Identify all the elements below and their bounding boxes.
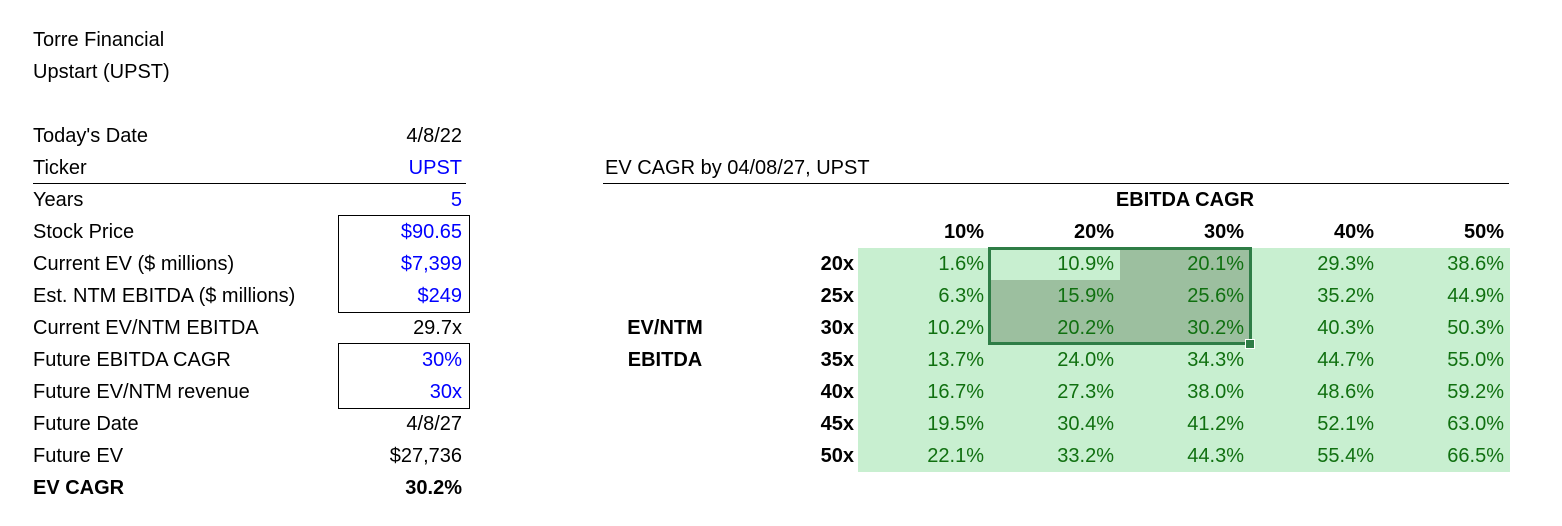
input-label: Stock Price — [33, 221, 135, 243]
input-label: Ticker — [33, 157, 87, 179]
table-cell[interactable]: 15.9% — [990, 280, 1120, 312]
stock-name: Upstart (UPST) — [33, 61, 170, 83]
selection-fill-handle[interactable] — [1245, 339, 1255, 349]
input-value: $27,736 — [389, 445, 462, 467]
row-label: 40x — [820, 381, 854, 403]
column-header: 30% — [1203, 221, 1244, 243]
table-cell[interactable]: 13.7% — [927, 349, 984, 371]
input-value[interactable]: 30% — [421, 349, 462, 371]
table-cell[interactable]: 52.1% — [1317, 413, 1374, 435]
table-title-underline — [603, 183, 1509, 184]
table-cell[interactable]: 48.6% — [1317, 381, 1374, 403]
table-cell[interactable]: 6.3% — [938, 285, 984, 307]
table-cell[interactable]: 66.5% — [1447, 445, 1504, 467]
table-cell[interactable]: 33.2% — [1057, 445, 1114, 467]
table-cell[interactable]: 63.0% — [1447, 413, 1504, 435]
table-title: EV CAGR by 04/08/27, UPST — [605, 157, 870, 179]
column-header: 10% — [943, 221, 984, 243]
row-header-line2: EBITDA — [627, 349, 703, 371]
table-cell[interactable]: 50.3% — [1447, 317, 1504, 339]
row-label: 30x — [820, 317, 854, 339]
column-header: 40% — [1333, 221, 1374, 243]
table-cell[interactable]: 40.3% — [1317, 317, 1374, 339]
table-cell[interactable]: 22.1% — [927, 445, 984, 467]
table-cell[interactable]: 34.3% — [1187, 349, 1244, 371]
row-label: 35x — [820, 349, 854, 371]
input-label: Est. NTM EBITDA ($ millions) — [33, 285, 296, 307]
row-label: 20x — [820, 253, 854, 275]
ticker-underline — [33, 183, 466, 184]
input-row: Future EV $27,736 — [33, 440, 466, 472]
input-label: Future EV — [33, 445, 124, 467]
input-label: Future EV/NTM revenue — [33, 381, 250, 403]
input-row: Ticker UPST — [33, 152, 466, 184]
input-value[interactable]: 30x — [429, 381, 462, 403]
table-cell[interactable]: 44.9% — [1447, 285, 1504, 307]
input-row: Est. NTM EBITDA ($ millions) $249 — [33, 280, 466, 312]
input-row: Today's Date 4/8/22 — [33, 120, 466, 152]
row-header-line1: EV/NTM — [627, 317, 703, 339]
input-label: Today's Date — [33, 125, 148, 147]
table-cell[interactable]: 20.1% — [1120, 248, 1250, 280]
input-value[interactable]: $249 — [417, 285, 463, 307]
input-value[interactable]: $7,399 — [400, 253, 462, 275]
row-label: 50x — [820, 445, 854, 467]
table-cell[interactable]: 29.3% — [1317, 253, 1374, 275]
price-ev-ebitda-input-box — [338, 215, 470, 313]
table-cell[interactable]: 10.9% — [1057, 253, 1114, 275]
table-cell[interactable]: 55.4% — [1317, 445, 1374, 467]
table-cell[interactable]: 44.7% — [1317, 349, 1374, 371]
table-cell[interactable]: 38.6% — [1447, 253, 1504, 275]
input-row: Current EV/NTM EBITDA 29.7x — [33, 312, 466, 344]
input-label: Current EV/NTM EBITDA — [33, 317, 259, 339]
input-row: Future EV/NTM revenue 30x — [33, 376, 466, 408]
table-cell[interactable]: 16.7% — [927, 381, 984, 403]
input-row: Current EV ($ millions) $7,399 — [33, 248, 466, 280]
input-value: 30.2% — [405, 477, 462, 499]
input-label: Future EBITDA CAGR — [33, 349, 231, 371]
cagr-multiple-input-box — [338, 343, 470, 409]
column-header: 50% — [1463, 221, 1504, 243]
input-value[interactable]: $90.65 — [400, 221, 462, 243]
input-label: Years — [33, 189, 84, 211]
col-header-ebitda-cagr: EBITDA CAGR — [1115, 189, 1255, 211]
input-row: Future Date 4/8/27 — [33, 408, 466, 440]
table-cell[interactable]: 44.3% — [1187, 445, 1244, 467]
table-cell[interactable]: 1.6% — [938, 253, 984, 275]
column-header: 20% — [1073, 221, 1114, 243]
selection-border — [988, 247, 1252, 345]
input-row: Stock Price $90.65 — [33, 216, 466, 248]
table-cell[interactable]: 30.4% — [1057, 413, 1114, 435]
input-label: Current EV ($ millions) — [33, 253, 235, 275]
table-cell[interactable]: 19.5% — [927, 413, 984, 435]
input-value: 4/8/22 — [406, 125, 462, 147]
input-value: 29.7x — [413, 317, 462, 339]
input-value[interactable]: UPST — [408, 157, 462, 179]
row-label: 45x — [820, 413, 854, 435]
table-cell[interactable]: 41.2% — [1187, 413, 1244, 435]
table-cell[interactable]: 25.6% — [1120, 280, 1250, 312]
table-cell[interactable]: 30.2% — [1120, 312, 1250, 344]
table-cell[interactable]: 20.2% — [990, 312, 1120, 344]
input-value[interactable]: 5 — [450, 189, 462, 211]
input-value: 4/8/27 — [406, 413, 462, 435]
table-cell[interactable]: 27.3% — [1057, 381, 1114, 403]
company-name: Torre Financial — [33, 29, 165, 51]
table-cell[interactable]: 10.2% — [927, 317, 984, 339]
row-label: 25x — [820, 285, 854, 307]
input-row: Years 5 — [33, 184, 466, 216]
table-cell[interactable]: 24.0% — [1057, 349, 1114, 371]
input-label: Future Date — [33, 413, 139, 435]
table-cell[interactable]: 55.0% — [1447, 349, 1504, 371]
table-cell[interactable]: 35.2% — [1317, 285, 1374, 307]
table-cell[interactable]: 38.0% — [1187, 381, 1244, 403]
input-row: EV CAGR 30.2% — [33, 472, 466, 504]
input-label: EV CAGR — [33, 477, 125, 499]
input-row: Future EBITDA CAGR 30% — [33, 344, 466, 376]
table-cell[interactable]: 59.2% — [1447, 381, 1504, 403]
